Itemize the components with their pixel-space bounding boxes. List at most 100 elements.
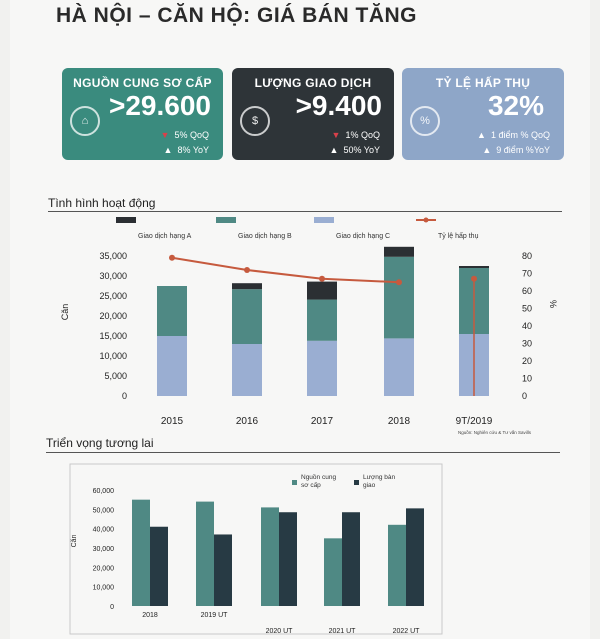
kpi-card-supply: NGUỒN CUNG SƠ CẤP ⌂ >29.600 ▼ 5% QoQ ▲ 8… (62, 68, 223, 160)
legend-label: Giao dịch hạng A (138, 233, 192, 240)
house-icon: ⌂ (70, 106, 100, 136)
legend-swatch (292, 480, 297, 485)
y-tick-label: 10,000 (99, 351, 127, 361)
y2-tick-label: 10 (522, 374, 532, 384)
y-tick-label: 30,000 (93, 546, 115, 553)
x-tick-label: 2019 UT (201, 612, 229, 619)
kpi-change-yoy-text: 9 điểm %YoY (496, 145, 550, 155)
kpi-label: NGUỒN CUNG SƠ CẤP (73, 76, 212, 90)
y-axis-label: Căn (60, 304, 70, 321)
line-point (471, 275, 477, 282)
legend-label: giao (363, 482, 376, 489)
bar-segment (232, 344, 262, 396)
percent-icon: % (410, 106, 440, 136)
y-tick-label: 25,000 (99, 291, 127, 301)
kpi-card-transactions: LƯỢNG GIAO DỊCH $ >9.400 ▼ 1% QoQ ▲ 50% … (232, 68, 394, 160)
x-tick-label: 9T/2019 (456, 416, 493, 427)
bar (279, 512, 297, 606)
y2-tick-label: 50 (522, 304, 532, 314)
kpi-change-qoq: ▼ 1% QoQ (332, 130, 380, 140)
y-tick-label: 20,000 (99, 311, 127, 321)
y2-tick-label: 70 (522, 269, 532, 279)
x-tick-label: 2018 (388, 416, 411, 427)
series-line (171, 256, 400, 284)
up-triangle-icon: ▲ (329, 145, 339, 155)
y2-tick-label: 20 (522, 356, 532, 366)
bar-segment (307, 299, 337, 341)
legend-swatch-marker (423, 217, 429, 223)
down-triangle-icon: ▼ (331, 130, 341, 140)
y-tick-label: 10,000 (93, 585, 115, 592)
kpi-label: TỶ LỆ HẤP THỤ (435, 76, 531, 90)
y-tick-label: 40,000 (93, 527, 115, 534)
page-title: HÀ NỘI – CĂN HỘ: GIÁ BÁN TĂNG (56, 4, 417, 27)
legend-label: Tỷ lệ hấp thụ (438, 231, 479, 240)
bar (324, 538, 342, 606)
bar-segment (307, 281, 337, 300)
kpi-change-qoq: ▼ 5% QoQ (161, 130, 209, 140)
y2-tick-label: 40 (522, 321, 532, 331)
kpi-change-qoq-text: 1 điểm % QoQ (490, 130, 550, 140)
y-tick-label: 20,000 (93, 565, 115, 572)
bar-segment (232, 289, 262, 344)
y-tick-label: 5,000 (104, 371, 127, 381)
kpi-value: 32% (487, 90, 544, 121)
bar-segment (384, 338, 414, 396)
y2-tick-label: 60 (522, 286, 532, 296)
kpi-label: LƯỢNG GIAO DỊCH (254, 76, 372, 90)
y2-tick-label: 30 (522, 339, 532, 349)
section-title-outlook: Triển vọng tương lai (46, 436, 154, 450)
x-tick-label: 2020 UT (266, 628, 294, 635)
legend-label: Lượng bàn (363, 474, 395, 481)
bar (342, 512, 360, 606)
bar-segment (232, 283, 262, 290)
bar (406, 508, 424, 606)
bar-segment (384, 246, 414, 257)
kpi-value: >9.400 (295, 90, 382, 121)
kpi-change-yoy: ▲ 9 điểm %YoY (482, 145, 550, 155)
bar-segment (384, 256, 414, 339)
y2-axis-label: % (548, 300, 558, 308)
kpi-change-yoy: ▲ 50% YoY (330, 145, 380, 155)
legend-label: Giao dịch hạng C (336, 233, 390, 240)
legend-swatch (216, 217, 236, 223)
down-triangle-icon: ▼ (160, 130, 170, 140)
bar-segment (307, 340, 337, 396)
chart-performance: Giao dịch hạng A Giao dịch hạng B Giao dịc… (60, 217, 558, 427)
line-point (319, 275, 325, 282)
bar-segment (157, 286, 187, 336)
legend-swatch (314, 217, 334, 223)
y2-tick-label: 0 (522, 391, 527, 401)
y-tick-label: 15,000 (99, 331, 127, 341)
coin-icon: $ (240, 106, 270, 136)
source-note: Nguồn: Nghiên cứu & Tư vấn Savills (458, 430, 531, 435)
kpi-change-yoy: ▲ 8% YoY (164, 145, 209, 155)
x-tick-label: 2018 (142, 612, 158, 619)
section-divider (48, 211, 562, 212)
kpi-change-yoy-text: 50% YoY (343, 145, 380, 155)
bar (132, 499, 150, 606)
bar (196, 501, 214, 606)
bar (388, 524, 406, 606)
kpi-value: >29.600 (109, 90, 211, 121)
legend-swatch (116, 217, 136, 223)
x-tick-label: 2022 UT (393, 628, 421, 635)
y-axis-label: Căn (71, 534, 78, 547)
y-tick-label: 35,000 (99, 251, 127, 261)
bar (150, 526, 168, 606)
legend-label: Giao dịch hạng B (238, 233, 292, 240)
legend-label: sơ cấp (301, 480, 321, 489)
up-triangle-icon: ▲ (163, 145, 173, 155)
bar-segment (157, 336, 187, 396)
chart-frame (69, 463, 443, 635)
bar (214, 534, 232, 606)
page: HÀ NỘI – CĂN HỘ: GIÁ BÁN TĂNG NGUỒN CUNG… (10, 0, 590, 639)
legend-label: Nguồn cung (301, 472, 336, 481)
kpi-change-qoq-text: 1% QoQ (345, 130, 380, 140)
up-triangle-icon: ▲ (477, 130, 486, 140)
kpi-change-qoq: ▲ 1 điểm % QoQ (477, 130, 550, 140)
kpi-change-qoq-text: 5% QoQ (174, 130, 209, 140)
y2-tick-label: 80 (522, 251, 532, 261)
y-tick-label: 0 (110, 604, 114, 611)
